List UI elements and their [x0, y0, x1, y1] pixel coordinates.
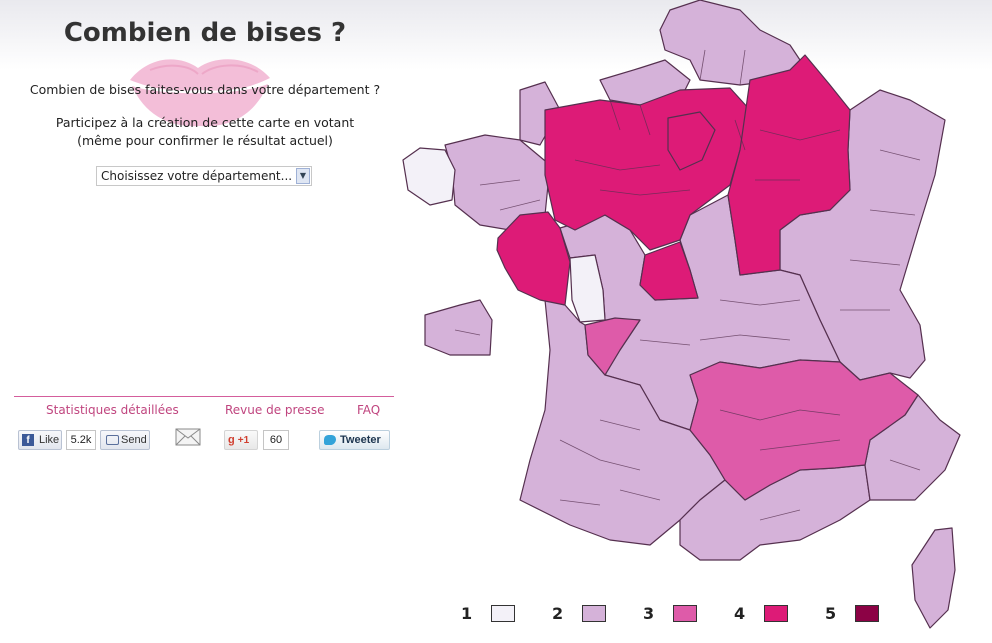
- department-border-10: [849, 259, 901, 266]
- map-region-vendee-loire-atlantique[interactable]: [496, 211, 571, 306]
- department-border-26: [734, 119, 746, 151]
- department-border-23: [479, 179, 521, 186]
- facebook-like-label: Like: [39, 434, 60, 446]
- department-border-21: [759, 509, 801, 521]
- facebook-like-count: 5.2k: [66, 430, 96, 450]
- legend-label-4: 4: [734, 604, 746, 623]
- google-g-icon: g: [228, 434, 235, 446]
- google-plus-button[interactable]: g +1: [224, 430, 258, 450]
- facebook-send-button[interactable]: Send: [100, 430, 150, 450]
- department-border-4: [574, 159, 661, 171]
- department-border-19: [719, 409, 841, 421]
- map-region-island[interactable]: [424, 299, 493, 356]
- map-region-corsica[interactable]: [911, 527, 956, 629]
- legend-label-1: 1: [461, 604, 473, 623]
- legend-swatch-4: [764, 605, 788, 622]
- tweet-button[interactable]: Tweeter: [319, 430, 390, 450]
- department-select[interactable]: Choisissez votre département... ▼: [96, 166, 312, 186]
- legend-swatch-1: [491, 605, 515, 622]
- twitter-bird-icon: [324, 435, 336, 445]
- department-border-20: [759, 439, 841, 451]
- legend-swatch-2: [582, 605, 606, 622]
- legend-swatch-5: [855, 605, 879, 622]
- map-region-grand-est-west[interactable]: [727, 54, 851, 276]
- google-plus-count: 60: [263, 430, 289, 450]
- department-border-12: [719, 299, 801, 306]
- map-region-allier-cher[interactable]: [639, 241, 699, 301]
- department-border-24: [499, 199, 541, 211]
- map-region-brittany-west[interactable]: [402, 147, 456, 206]
- footer-divider: [14, 396, 394, 397]
- department-border-5: [599, 189, 691, 196]
- map-region-ile-de-france-east[interactable]: [667, 111, 716, 171]
- department-border-16: [559, 439, 641, 471]
- department-border-18: [559, 499, 601, 506]
- tweet-label: Tweeter: [340, 434, 381, 446]
- legend-label-5: 5: [825, 604, 837, 623]
- kiss-lips-logo: [130, 59, 270, 127]
- department-border-17: [619, 489, 661, 501]
- department-border-0: [699, 49, 706, 81]
- page-title: Combien de bises ?: [63, 18, 347, 48]
- speech-bubble-icon: [106, 435, 119, 445]
- google-plus-label: +1: [237, 435, 250, 446]
- department-border-14: [639, 339, 691, 346]
- facebook-icon: f: [22, 434, 34, 446]
- press-review-link[interactable]: Revue de presse: [225, 403, 325, 417]
- department-border-13: [699, 334, 791, 341]
- map-region-massif-central-rhone[interactable]: [689, 359, 919, 501]
- map-region-charente[interactable]: [584, 317, 641, 376]
- department-border-9: [869, 209, 916, 216]
- department-border-8: [879, 149, 921, 161]
- intro-participate: Participez à la création de cette carte …: [55, 115, 355, 130]
- department-border-1: [739, 49, 746, 86]
- intro-confirm: (même pour confirmer le résultat actuel): [77, 133, 333, 148]
- legend-label-3: 3: [643, 604, 655, 623]
- department-border-6: [759, 129, 841, 141]
- department-border-15: [599, 419, 641, 431]
- department-border-25: [454, 329, 481, 336]
- department-border-3: [639, 104, 651, 136]
- header-gradient: [0, 0, 992, 70]
- facebook-send-label: Send: [121, 434, 147, 446]
- department-border-2: [609, 99, 621, 131]
- stats-link[interactable]: Statistiques détaillées: [46, 403, 179, 417]
- department-border-22: [889, 459, 921, 471]
- legend-swatch-3: [673, 605, 697, 622]
- facebook-like-button[interactable]: f Like: [18, 430, 62, 450]
- chevron-down-icon[interactable]: ▼: [296, 168, 310, 184]
- intro-question: Combien de bises faites-vous dans votre …: [29, 82, 381, 97]
- faq-link[interactable]: FAQ: [357, 403, 381, 417]
- department-select-value: Choisissez votre département...: [101, 169, 293, 183]
- envelope-icon[interactable]: [175, 428, 201, 446]
- legend-label-2: 2: [552, 604, 564, 623]
